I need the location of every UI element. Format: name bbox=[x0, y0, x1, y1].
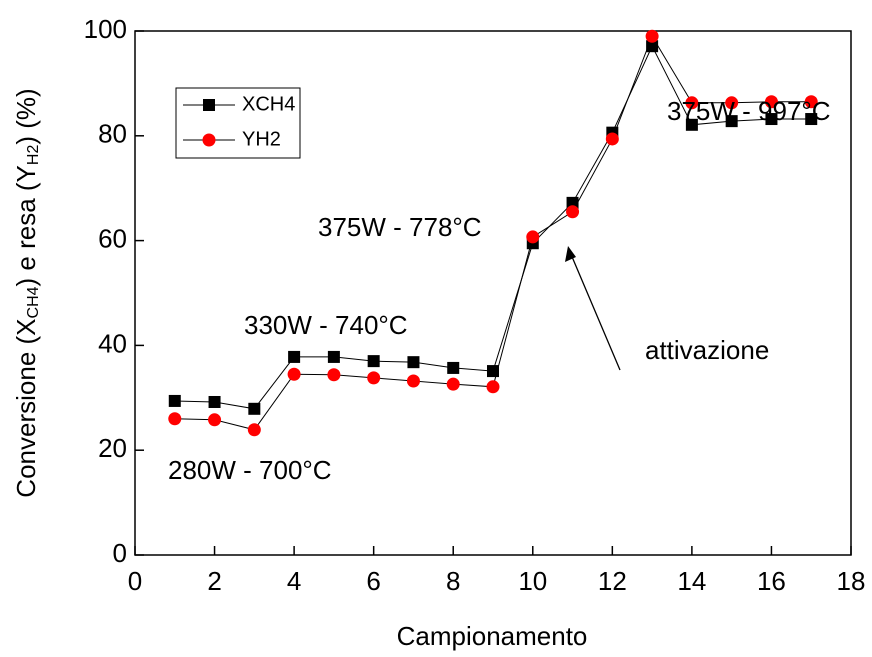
arrow-head bbox=[565, 246, 576, 262]
data-point bbox=[168, 412, 182, 426]
data-point bbox=[248, 402, 261, 415]
data-point bbox=[288, 350, 301, 363]
annotation: 280W - 700°C bbox=[168, 455, 332, 485]
x-axis-title: Campionamento bbox=[397, 621, 588, 651]
annotation: attivazione bbox=[645, 335, 769, 365]
x-tick-label: 6 bbox=[366, 566, 380, 596]
y-tick-label: 60 bbox=[98, 223, 127, 253]
data-point bbox=[764, 95, 778, 109]
data-point bbox=[168, 394, 181, 407]
data-point bbox=[208, 413, 222, 427]
data-point bbox=[566, 205, 580, 219]
data-point bbox=[447, 361, 460, 374]
y-axis-title-sub: H2 bbox=[25, 145, 42, 166]
data-point bbox=[407, 356, 420, 369]
x-tick-label: 0 bbox=[128, 566, 142, 596]
arrow bbox=[569, 251, 621, 371]
x-tick-label: 10 bbox=[518, 566, 547, 596]
y-axis-title-part: Conversione (X bbox=[11, 318, 41, 497]
data-point bbox=[367, 371, 381, 385]
legend-marker bbox=[202, 133, 216, 147]
legend-box bbox=[175, 87, 301, 159]
x-tick-label: 4 bbox=[287, 566, 301, 596]
annotation: 375W - 778°C bbox=[318, 212, 482, 242]
legend-label: YH2 bbox=[242, 128, 281, 150]
y-axis-title: Conversione (XCH4) e resa (YH2) (%) bbox=[11, 88, 42, 497]
y-tick-label: 40 bbox=[98, 328, 127, 358]
data-point bbox=[327, 368, 341, 382]
y-axis-title-part: ) e resa (Y bbox=[11, 165, 41, 286]
y-axis-title-part: ) (%) bbox=[11, 88, 41, 144]
data-point bbox=[327, 350, 340, 363]
data-point bbox=[685, 96, 699, 110]
x-tick-label: 14 bbox=[677, 566, 706, 596]
annotation: 330W - 740°C bbox=[244, 310, 408, 340]
data-point bbox=[645, 29, 659, 43]
data-point bbox=[685, 118, 698, 131]
x-tick-label: 2 bbox=[207, 566, 221, 596]
data-point bbox=[605, 132, 619, 146]
x-tick-label: 8 bbox=[446, 566, 460, 596]
data-point bbox=[247, 423, 261, 437]
y-tick-label: 100 bbox=[84, 14, 127, 44]
data-point bbox=[208, 395, 221, 408]
data-point bbox=[367, 355, 380, 368]
annotation: 375W - 997°C bbox=[667, 96, 831, 126]
y-tick-label: 20 bbox=[98, 433, 127, 463]
y-axis-title-sub: CH4 bbox=[25, 286, 42, 318]
x-tick-label: 18 bbox=[837, 566, 866, 596]
data-point bbox=[805, 113, 818, 126]
data-point bbox=[526, 230, 540, 244]
legend-label: XCH4 bbox=[242, 93, 295, 115]
y-tick-label: 0 bbox=[113, 538, 127, 568]
data-point bbox=[486, 380, 500, 394]
data-point bbox=[725, 96, 739, 110]
data-point bbox=[765, 113, 778, 126]
data-point bbox=[725, 115, 738, 128]
data-point bbox=[804, 95, 818, 109]
data-point bbox=[446, 377, 460, 391]
x-tick-label: 12 bbox=[598, 566, 627, 596]
data-point bbox=[406, 374, 420, 388]
plot-frame bbox=[134, 30, 852, 556]
data-point bbox=[287, 367, 301, 381]
x-tick-label: 16 bbox=[757, 566, 786, 596]
legend-marker bbox=[203, 99, 215, 111]
y-tick-label: 80 bbox=[98, 119, 127, 149]
